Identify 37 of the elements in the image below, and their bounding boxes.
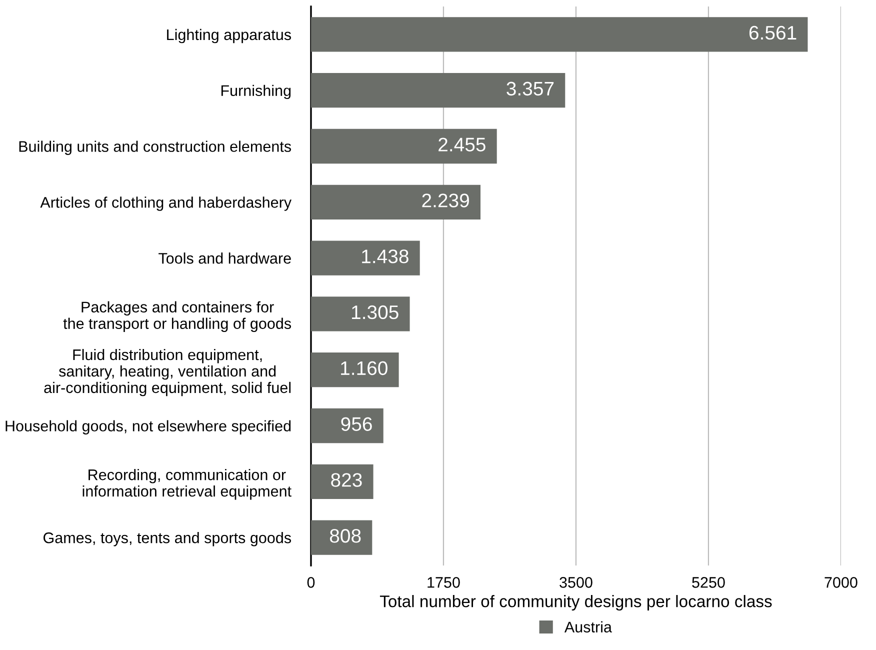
data-label: 6.561 [749,26,796,40]
bar [310,408,384,444]
y-tick-label: Household goods, not elsewhere specified [6,420,291,434]
bar [310,184,480,220]
legend-label: Austria [564,621,612,632]
y-tick-label: Tools and hardware [158,252,291,264]
x-tick-label: 7000 [824,577,858,588]
data-label: 808 [330,529,361,543]
bar [310,520,372,555]
x-tick-label: 0 [307,577,315,588]
y-tick-label: Building units and construction elements [19,140,291,155]
bar [310,128,497,164]
bar [310,240,420,276]
x-tick-label: 5250 [692,577,725,588]
data-label: 2.455 [438,138,486,152]
y-tick-label: Lighting apparatus [167,28,291,44]
data-label: 956 [341,417,372,431]
y-tick-label: Packages and containers for the transport or handling of goods [63,301,292,332]
y-tick-label: Recording, communication or information retrieval equipment [82,468,292,500]
y-tick-label: Furnishing [221,84,291,100]
y-tick-label: Games, toys, tents and sports goods [44,532,291,546]
data-label: 2.239 [422,194,469,208]
data-label: 823 [331,473,362,487]
data-label: 1.438 [362,250,408,264]
data-label: 1.160 [341,361,388,376]
bar [310,17,808,52]
x-tick-label: 1750 [428,577,460,588]
bar [310,73,566,108]
x-axis-title: Total number of community designs per locarno class [380,595,772,611]
data-label: 3.357 [506,82,554,96]
bar [310,296,410,332]
y-tick-label: Articles of clothing and haberdashery [40,196,292,211]
bar [310,464,374,499]
x-tick-label: 3500 [560,577,592,588]
y-tick-label: Fluid distribution equipment, sanitary, heating, ventilation and air-conditioning equipment, solid fuel [44,348,291,396]
bar [310,352,399,388]
data-label: 1.305 [352,305,398,320]
